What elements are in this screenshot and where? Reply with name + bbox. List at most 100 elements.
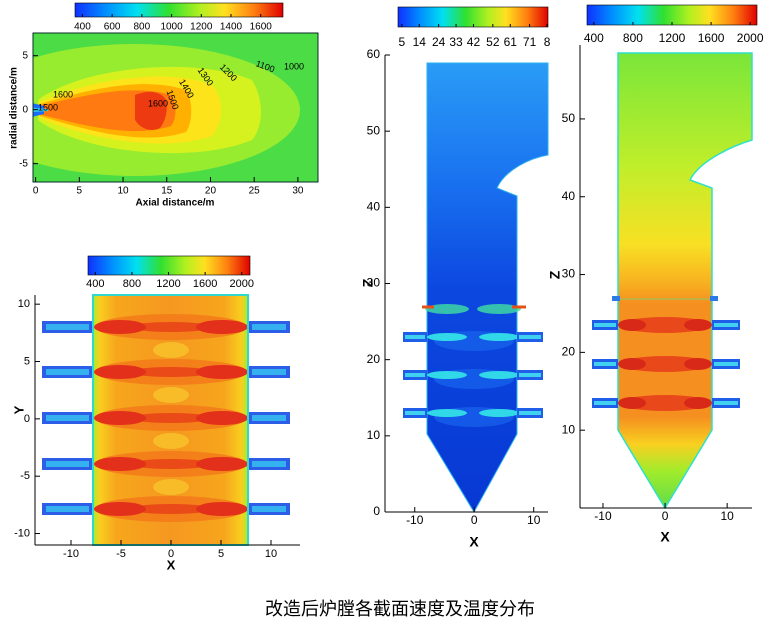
colorbar-tick-label: 400 [86,278,104,290]
x-tick-label: -5 [116,548,126,560]
colorbar-tick-label: 800 [623,31,643,45]
contour-field [479,371,519,379]
contour-label: 1000 [284,61,304,71]
contour-field [94,411,146,425]
y-tick-label: 5 [22,50,28,61]
contour-field [519,373,541,377]
colorbar-tick-label: 1200 [190,22,213,33]
colorbar-tick-label: 61 [504,35,518,49]
y-tick-label: 40 [562,189,576,203]
y-tick-label: 30 [367,276,381,290]
contour-field [129,367,213,377]
y-tick-label: -5 [20,470,30,482]
contour-field [153,387,189,403]
colorbar-tick-label: 1600 [698,31,725,45]
contour-label: 1600 [148,98,168,108]
y-axis-label: radial distance/m [9,67,20,149]
caption: 改造后炉膛各截面速度及温度分布 [265,599,535,620]
y-tick-label: 5 [24,355,30,367]
colorbar-tick-label: 42 [467,35,481,49]
colorbar-tick-label: 52 [486,35,500,49]
colorbar-tick-label: 1200 [659,31,686,45]
contour-field [479,409,519,417]
contour-field [196,411,248,425]
contour-field [33,108,48,112]
x-tick-label: 0 [33,186,39,197]
y-tick-label: 50 [562,111,576,125]
y-tick-label: 30 [562,267,576,281]
colorbar-tick-label: 5 [399,35,406,49]
contour-field [252,506,286,512]
x-tick-label: 10 [527,513,541,527]
y-tick-label: 40 [367,200,381,214]
contour-field [714,401,738,405]
contour-field [594,323,616,327]
contour-field [684,358,712,370]
colorbar-tick-label: 1600 [250,22,273,33]
x-tick-label: 10 [720,509,734,523]
x-tick-label: 5 [218,548,224,560]
y-tick-label: 0 [373,504,380,518]
contour-field [425,304,469,314]
contour-field [684,397,712,409]
contour-field [710,296,718,301]
x-tick-label: 0 [471,513,478,527]
contour-field [618,358,646,370]
contour-field [46,415,89,421]
colorbar-tick-label: 33 [449,35,463,49]
colorbar-tick-label: 600 [104,22,121,33]
x-tick-label: 25 [249,186,261,197]
x-tick-label: 5 [77,186,83,197]
contour-field [153,342,189,358]
contour-field [196,457,248,471]
y-tick-label: -5 [19,158,28,169]
contour-field [129,504,213,514]
colorbar-tick-label: 14 [413,35,427,49]
colorbar-tick-label: 2000 [230,278,254,290]
contour-field [252,461,286,467]
contour-field [46,369,89,375]
contour-label: 1600 [53,89,73,99]
contour-field [405,335,425,339]
contour-field [427,371,467,379]
contour-field [714,323,738,327]
colorbar-tick-label: 400 [584,31,604,45]
x-axis-label: X [167,557,176,572]
x-tick-label: 15 [161,186,173,197]
contour-field [427,333,467,341]
contour-field [129,322,213,332]
contour-field [196,320,248,334]
colorbar-tick-label: 800 [123,278,141,290]
contour-field [519,411,541,415]
y-tick-label: 10 [562,422,576,436]
y-tick-label: -10 [14,527,30,539]
contour-field [196,502,248,516]
contour-field [617,52,753,510]
contour-field [479,333,519,341]
x-tick-label: 20 [205,186,217,197]
colorbar-tick-label: 800 [134,22,151,33]
y-axis-label: Y [11,405,26,414]
contour-field [46,461,89,467]
contour-field [426,62,549,514]
contour-field [519,335,541,339]
x-tick-label: 0 [168,548,174,560]
colorbar-tick-label: 2000 [737,31,764,45]
contour-field [46,324,89,330]
contour-label: 1500 [38,102,58,112]
contour-field [135,91,167,131]
x-tick-label: -10 [594,509,612,523]
contour-field [252,324,286,330]
contour-field [620,395,710,411]
contour-field [618,397,646,409]
x-tick-label: 10 [117,186,129,197]
y-axis-label: Z [547,270,563,279]
contour-field [620,317,710,333]
contour-field [196,365,248,379]
contour-field [594,362,616,366]
contour-field [594,401,616,405]
colorbar-tick-label: 400 [74,22,91,33]
contour-field [618,319,646,331]
contour-field [94,502,146,516]
